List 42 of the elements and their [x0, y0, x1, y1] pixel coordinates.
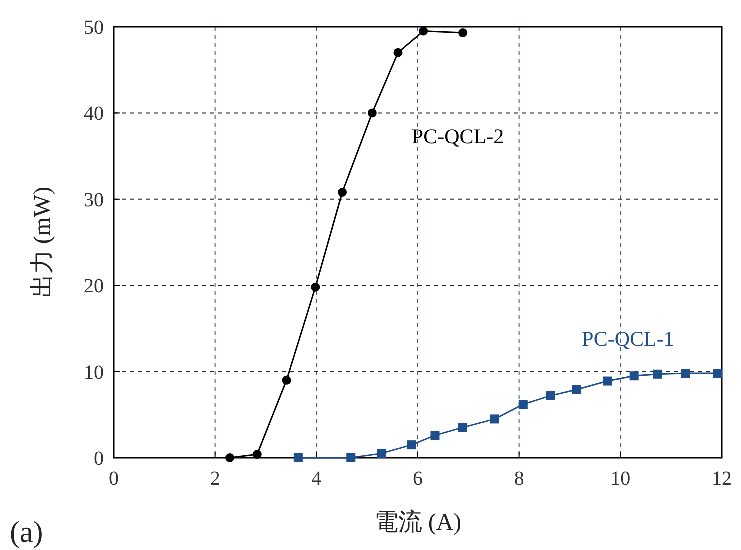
point	[630, 372, 639, 381]
series-label: PC-QCL-2	[412, 124, 504, 148]
x-tick-label: 10	[610, 468, 631, 490]
x-tick-label: 8	[514, 468, 524, 490]
point	[518, 400, 528, 410]
y-tick-label: 20	[84, 276, 104, 298]
series-label: PC-QCL-1	[582, 326, 674, 351]
point	[226, 454, 235, 462]
point	[653, 370, 662, 379]
y-tick-label: 10	[84, 362, 104, 384]
point	[407, 440, 416, 450]
point	[419, 26, 428, 36]
text: (a)	[10, 516, 44, 549]
x-tick-label: 4	[312, 468, 322, 490]
y-axis-title: 出力 (mW)	[30, 186, 56, 298]
point	[490, 414, 500, 424]
x-tick-label: 6	[413, 468, 423, 490]
x-tick-label: 12	[712, 468, 732, 490]
x-axis-title: 電流 (A)	[374, 509, 462, 536]
point	[572, 385, 582, 394]
point	[458, 28, 468, 38]
point	[546, 391, 556, 400]
x-tick-label: 0	[109, 468, 119, 490]
y-tick-label: 40	[84, 103, 104, 126]
point	[394, 48, 403, 58]
point	[338, 188, 348, 198]
point	[681, 369, 690, 378]
point	[346, 454, 356, 462]
x-tick-label: 2	[210, 468, 220, 490]
point	[377, 449, 386, 458]
point	[713, 369, 722, 378]
y-tick-label: 0	[94, 448, 104, 470]
point	[430, 431, 440, 440]
point	[282, 376, 292, 385]
point	[368, 108, 377, 118]
y-tick-label: 50	[84, 17, 104, 39]
point	[311, 282, 320, 292]
y-tick-label: 30	[84, 189, 104, 212]
point	[458, 423, 468, 432]
point	[602, 376, 612, 386]
point	[252, 450, 262, 460]
point	[294, 454, 303, 462]
